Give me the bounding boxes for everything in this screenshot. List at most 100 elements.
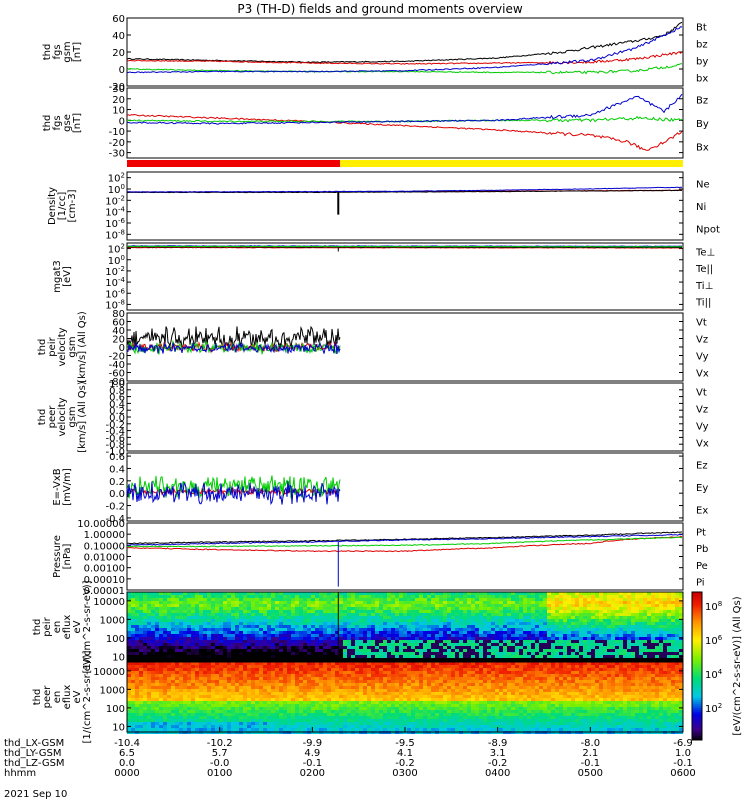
panel-frame bbox=[126, 242, 684, 311]
y-axis-label: thdpeerenefluxeV[1/(cm^2-s-sr-eV)] bbox=[32, 650, 93, 743]
legend-Vx: Vx bbox=[696, 369, 709, 380]
legend-by: by bbox=[696, 57, 708, 68]
colorbar: 108 106 104 102 [eV/(cm^2-s-sr-eV)] (All Qs) bbox=[691, 591, 743, 741]
ephem-value: 5.7 bbox=[212, 748, 228, 759]
ytick-label: 0.6 bbox=[109, 393, 125, 404]
series-Pi bbox=[126, 533, 683, 547]
panel-peer-velocity: 1.00.80.60.40.20.0-0.2-0.4-0.6-0.8-1.0 th… bbox=[37, 379, 709, 458]
ytick-label: 40 bbox=[112, 31, 125, 42]
legend-Pb: Pb bbox=[696, 544, 708, 555]
ephem-value: 6.5 bbox=[119, 748, 135, 759]
ytick-label: -20 bbox=[109, 138, 125, 149]
ytick-label: 0.0 bbox=[109, 489, 125, 500]
ephem-label: thd_LX-GSM bbox=[4, 738, 64, 749]
series-Ex bbox=[126, 480, 341, 506]
panel-frame bbox=[126, 17, 684, 87]
ytick-label: 0.00001 bbox=[84, 586, 125, 597]
ytick-label: 10.00000 bbox=[77, 519, 125, 530]
series-Te⊥ bbox=[127, 246, 683, 249]
ytick-label: -40 bbox=[109, 360, 125, 371]
ytick-label: 10-2 bbox=[105, 265, 125, 278]
ephem-value: 0100 bbox=[207, 768, 232, 779]
legend-Vy: Vy bbox=[696, 422, 709, 433]
ephem-value: 1.0 bbox=[675, 748, 691, 759]
ytick-label: -60 bbox=[109, 369, 125, 380]
legend-Vt: Vt bbox=[696, 318, 707, 329]
ytick-label: 10-8 bbox=[105, 298, 125, 311]
ytick-label: 1000 bbox=[100, 685, 125, 696]
ytick-label: -10 bbox=[109, 127, 125, 138]
ephem-value: -10.2 bbox=[207, 738, 233, 749]
y-axis-label: Pressure[nPa] bbox=[52, 535, 73, 578]
panel-peer-spectrogram: 10000 1000 100 10 thdpeerenefluxeV[1/(cm^2-s… bbox=[32, 650, 684, 744]
ytick-label: 0 bbox=[119, 65, 125, 76]
colorbar-label: [eV/(cm^2-s-sr-eV)] (All Qs) bbox=[732, 596, 743, 735]
panel-pressure: 10.000001.000000.100000.010000.001000.00… bbox=[52, 519, 708, 597]
ytick-label: 0 bbox=[119, 116, 125, 127]
colorbar-tick: 104 bbox=[705, 668, 723, 681]
y-axis-label: E=-VxB[mV/m] bbox=[52, 468, 73, 506]
mode-bar-yellow bbox=[340, 160, 683, 167]
ytick-label: 0.8 bbox=[109, 386, 125, 397]
legend-Ti||: Ti|| bbox=[695, 298, 711, 309]
ytick-label: 1000 bbox=[100, 615, 125, 626]
ephem-value: -0.1 bbox=[673, 758, 693, 769]
series-Bx bbox=[126, 93, 683, 125]
ytick-label: 10000 bbox=[93, 667, 125, 678]
legend-Te⊥: Te⊥ bbox=[695, 247, 715, 258]
ephem-value: -0.1 bbox=[581, 758, 601, 769]
legend-Bz: Bz bbox=[696, 96, 708, 107]
panel-peir-spectrogram: 10000 1000 100 10 thdpeirenefluxeV[1/(cm^2-s… bbox=[32, 580, 684, 674]
mode-bar bbox=[127, 160, 683, 167]
ytick-label: 0.2 bbox=[109, 477, 125, 488]
series-Pb bbox=[126, 535, 683, 553]
ytick-label: 20 bbox=[112, 335, 125, 346]
legend-Pt: Pt bbox=[696, 527, 706, 538]
legend-Vt: Vt bbox=[696, 388, 707, 399]
series-Ti|| bbox=[127, 245, 683, 248]
ephem-value: 0400 bbox=[485, 768, 510, 779]
panel-frame bbox=[126, 522, 684, 591]
ytick-label: -0.8 bbox=[105, 440, 125, 451]
legend-Bx: Bx bbox=[696, 142, 709, 153]
legend-By: By bbox=[696, 119, 709, 130]
series-bx bbox=[126, 26, 683, 74]
series-Vx bbox=[127, 341, 341, 355]
ephem-label: thd_LZ-GSM bbox=[4, 758, 65, 769]
ytick-label: 0.0 bbox=[109, 413, 125, 424]
ytick-label: 100 bbox=[106, 704, 125, 715]
panel-frame bbox=[126, 87, 684, 159]
legend-bz: bz bbox=[696, 40, 708, 51]
ephem-value: -8.9 bbox=[488, 738, 508, 749]
ephem-label: hhmm bbox=[4, 768, 36, 779]
ytick-label: 10-6 bbox=[105, 217, 125, 230]
ytick-label: 0.4 bbox=[109, 464, 125, 475]
ephem-value: -0.2 bbox=[395, 758, 415, 769]
series-by bbox=[126, 63, 683, 75]
ephem-value: -0.1 bbox=[303, 758, 323, 769]
ytick-label: 0.00100 bbox=[84, 564, 125, 575]
ephem-value: -10.4 bbox=[114, 738, 140, 749]
ytick-label: 100 bbox=[108, 254, 125, 267]
colorbar-tick: 108 bbox=[705, 600, 722, 613]
legend-bx: bx bbox=[696, 74, 708, 85]
panel-fgs-gsm: 60 40 20 0 -20 thdfgsgsm[nT] Bt bz by bx bbox=[42, 14, 708, 93]
legend-Ne: Ne bbox=[696, 179, 710, 190]
ytick-label: -0.4 bbox=[105, 514, 125, 525]
panel-frame bbox=[126, 452, 684, 522]
legend-Pi: Pi bbox=[696, 578, 705, 589]
panel-efield: 0.60.4 0.20.0 -0.2-0.4 E=-VxB[mV/m] Ez Ey Ex bbox=[52, 452, 708, 525]
ephem-value: 2.1 bbox=[582, 748, 598, 759]
panel-frame bbox=[126, 382, 684, 452]
ephem-value: 0000 bbox=[114, 768, 139, 779]
series-Pe bbox=[126, 536, 683, 548]
ytick-label: 10-2 bbox=[105, 194, 125, 207]
ytick-label: 10 bbox=[112, 722, 125, 733]
ytick-label: 0.10000 bbox=[84, 541, 125, 552]
panels: 6040200-20thdfgsgsm[nT]Btbzbybx3020100-1… bbox=[32, 14, 720, 744]
